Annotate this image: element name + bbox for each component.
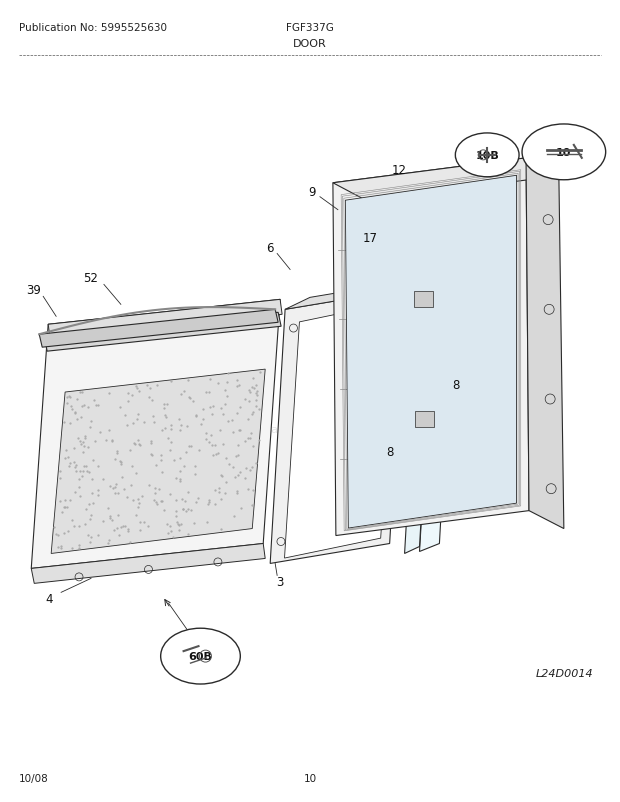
Text: 9: 9 (308, 186, 316, 199)
Text: 10B: 10B (476, 151, 499, 160)
Text: 10: 10 (303, 772, 317, 783)
Polygon shape (285, 278, 430, 310)
Text: 6: 6 (267, 241, 274, 255)
Text: 8: 8 (453, 378, 460, 391)
Bar (415, 411, 435, 427)
Ellipse shape (455, 134, 519, 177)
Text: 4: 4 (45, 592, 53, 605)
Polygon shape (31, 544, 265, 584)
Polygon shape (44, 313, 281, 352)
Text: 17: 17 (362, 232, 377, 245)
Text: 60B: 60B (188, 651, 213, 662)
Text: 52: 52 (84, 272, 99, 285)
Polygon shape (31, 300, 280, 569)
Text: ereplacementparts.com: ereplacementparts.com (243, 424, 377, 435)
Ellipse shape (522, 125, 606, 180)
Polygon shape (420, 290, 453, 552)
Polygon shape (333, 159, 529, 536)
Bar (414, 292, 433, 308)
Polygon shape (420, 278, 448, 297)
Polygon shape (345, 176, 516, 529)
Polygon shape (48, 300, 282, 340)
Text: 10/08: 10/08 (19, 772, 49, 783)
Polygon shape (270, 290, 405, 564)
Text: 10: 10 (556, 148, 572, 158)
Text: 3: 3 (277, 575, 284, 588)
Polygon shape (405, 290, 435, 553)
Text: 39: 39 (26, 284, 41, 297)
Text: 8: 8 (386, 446, 393, 459)
Polygon shape (333, 159, 559, 201)
Text: DOOR: DOOR (293, 39, 327, 49)
Polygon shape (51, 370, 265, 553)
Ellipse shape (161, 629, 241, 684)
Text: 12: 12 (392, 164, 407, 177)
Text: FGF337G: FGF337G (286, 23, 334, 33)
Polygon shape (285, 302, 396, 558)
Text: Publication No: 5995525630: Publication No: 5995525630 (19, 23, 167, 33)
Polygon shape (39, 310, 278, 348)
Polygon shape (526, 159, 564, 529)
Text: L24D0014: L24D0014 (536, 668, 594, 678)
